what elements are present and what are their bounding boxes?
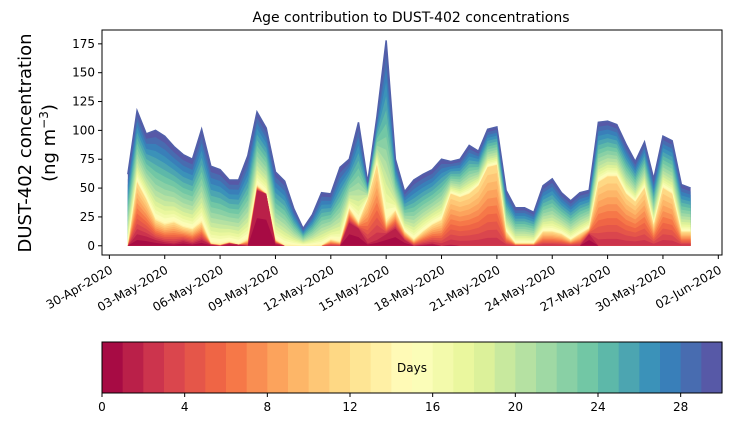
- colorbar-bin: [350, 342, 372, 393]
- y-axis-units-close: ): [39, 104, 60, 111]
- age-layer-0: [127, 218, 691, 246]
- colorbar-bin: [577, 342, 599, 393]
- colorbar-bin: [391, 342, 413, 393]
- y-tick-label: 100: [72, 123, 95, 137]
- colorbar-bin: [143, 342, 165, 393]
- colorbar-bin: [536, 342, 558, 393]
- colorbar-bin: [122, 342, 144, 393]
- y-axis-units-sup: −3: [37, 111, 51, 129]
- y-tick-label: 50: [80, 181, 95, 195]
- colorbar-bin: [598, 342, 620, 393]
- colorbar-bin: [329, 342, 351, 393]
- colorbar-bin: [102, 342, 124, 393]
- colorbar-tick-label: 12: [342, 400, 357, 414]
- x-axis: 30-Apr-202003-May-202006-May-202009-May-…: [44, 255, 724, 314]
- colorbar-tick-label: 8: [264, 400, 272, 414]
- total-line: [127, 40, 691, 230]
- colorbar-bin: [164, 342, 186, 393]
- y-tick-label: 125: [72, 95, 95, 109]
- chart-title: Age contribution to DUST-402 concentrati…: [253, 10, 570, 26]
- colorbar-bin: [515, 342, 537, 393]
- colorbar-bin: [288, 342, 310, 393]
- colorbar: [102, 342, 723, 393]
- y-tick-label: 150: [72, 66, 95, 80]
- y-tick-label: 75: [80, 152, 95, 166]
- colorbar-tick-label: 20: [508, 400, 523, 414]
- colorbar-bin: [246, 342, 268, 393]
- colorbar-bin: [680, 342, 702, 393]
- colorbar-bin: [412, 342, 434, 393]
- plot-frame: [101, 29, 723, 256]
- colorbar-bin: [660, 342, 682, 393]
- y-axis-label-line1: DUST-402 concentration: [15, 33, 36, 252]
- colorbar-label: Days: [397, 361, 427, 375]
- colorbar-bin: [701, 342, 723, 393]
- y-tick-label: 175: [72, 37, 95, 51]
- y-axis-units: (ng m−3): [37, 104, 60, 182]
- colorbar-tick-label: 28: [673, 400, 688, 414]
- colorbar-bin: [639, 342, 661, 393]
- y-tick-label: 0: [87, 239, 95, 253]
- colorbar-bin: [494, 342, 516, 393]
- colorbar-bin: [453, 342, 475, 393]
- stacked-area-layers: [127, 40, 691, 246]
- colorbar-bin: [267, 342, 289, 393]
- colorbar-bin: [432, 342, 454, 393]
- colorbar-frame: [101, 341, 723, 394]
- colorbar-axis: 0 4 8 12 16 20 24 28: [98, 393, 688, 414]
- y-tick-label: 25: [80, 210, 95, 224]
- colorbar-tick-label: 16: [425, 400, 440, 414]
- colorbar-bin: [618, 342, 640, 393]
- y-axis-label: DUST-402 concentration: [15, 33, 36, 252]
- colorbar-tick-label: 0: [98, 400, 106, 414]
- y-axis: 0 25 50 75 100 125 150 175: [72, 37, 102, 253]
- y-axis-units-open: (ng m: [39, 129, 60, 182]
- colorbar-tick-label: 24: [590, 400, 605, 414]
- colorbar-bin: [205, 342, 227, 393]
- colorbar-bin: [556, 342, 578, 393]
- colorbar-bin: [370, 342, 392, 393]
- colorbar-bin: [226, 342, 248, 393]
- colorbar-bin: [308, 342, 330, 393]
- colorbar-bin: [474, 342, 496, 393]
- colorbar-tick-label: 4: [181, 400, 189, 414]
- colorbar-bin: [184, 342, 206, 393]
